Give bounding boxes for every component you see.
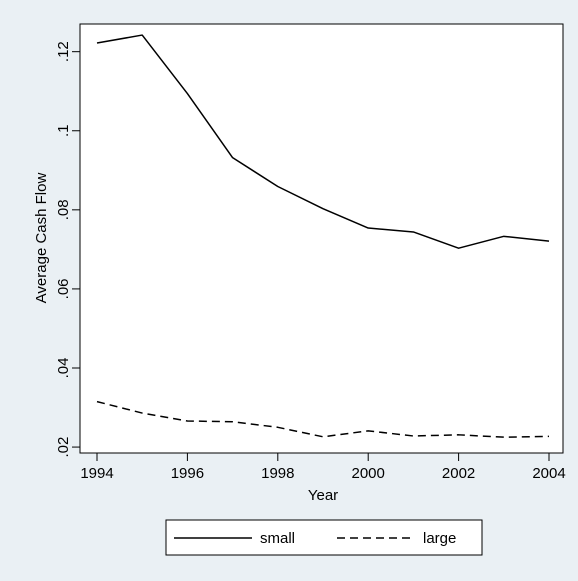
x-axis: 1994 1996 1998 2000 2002 2004	[80, 453, 566, 482]
series-line-small	[96, 34, 550, 249]
plot-area	[79, 23, 564, 454]
y-tick-label: .06	[55, 278, 72, 299]
y-tick-label: .12	[55, 41, 72, 62]
y-axis: .02 .04 .06 .08 .1 .12	[55, 41, 80, 457]
x-tick-label: 2004	[532, 465, 565, 482]
y-tick-label: .02	[55, 437, 72, 458]
x-tick-label: 1994	[80, 465, 113, 482]
x-tick-label: 1998	[261, 465, 294, 482]
y-axis-label: Average Cash Flow	[33, 173, 50, 304]
series-line-large	[96, 400, 550, 438]
x-tick-label: 1996	[171, 465, 204, 482]
y-tick-label: .08	[55, 199, 72, 220]
x-tick-label: 2000	[352, 465, 385, 482]
x-tick-label: 2002	[442, 465, 475, 482]
y-tick-label: .1	[55, 124, 72, 137]
legend-large-label: large	[423, 530, 456, 547]
y-tick-label: .04	[55, 358, 72, 379]
series-layer	[96, 34, 550, 438]
legend-small-label: small	[260, 530, 295, 547]
x-axis-label: Year	[308, 487, 338, 504]
legend: small large	[165, 519, 483, 556]
